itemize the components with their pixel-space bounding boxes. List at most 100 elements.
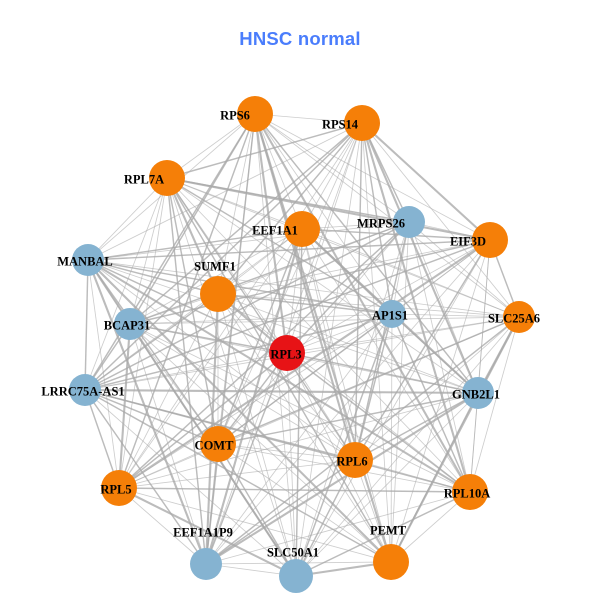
page-title: HNSC normal [239, 28, 361, 49]
graph-edge [295, 491, 471, 577]
graph-edge [118, 313, 393, 489]
graph-edge [360, 122, 472, 493]
graph-node-rpl10a[interactable] [452, 474, 488, 510]
graph-node-label-pemt: PEMT [370, 524, 407, 538]
graph-edge [84, 352, 288, 391]
graph-node-slc50a1[interactable] [279, 559, 313, 593]
graph-node-label-rps14: RPS14 [322, 118, 359, 132]
graph-node-label-mrps26: MRPS26 [357, 217, 405, 231]
graph-edge [354, 313, 393, 461]
graph-edge [87, 259, 479, 394]
graph-edge [217, 228, 303, 445]
graph-edge [205, 352, 288, 565]
edge-layer [84, 113, 520, 578]
graph-node-ap1s1[interactable] [378, 300, 406, 328]
graph-edge [295, 221, 410, 577]
graph-edge [129, 221, 410, 325]
graph-edge [129, 323, 392, 563]
node-layer [69, 96, 535, 593]
graph-edge [217, 392, 479, 445]
graph-edge [408, 221, 479, 394]
graph-edge [84, 259, 89, 391]
graph-edge [118, 487, 471, 493]
graph-node-label-comt: COMT [195, 439, 235, 453]
graph-edge [254, 113, 471, 493]
graph-node-label-gnb2l1: GNB2L1 [452, 388, 500, 402]
graph-edge [118, 459, 356, 489]
graph-node-slc25a6[interactable] [503, 301, 535, 333]
graph-node-sumf1[interactable] [200, 276, 236, 312]
graph-node-bcap31[interactable] [114, 308, 146, 340]
graph-node-label-rps6: RPS6 [220, 109, 250, 123]
graph-edge [118, 122, 363, 489]
graph-node-pemt[interactable] [373, 544, 409, 580]
graph-node-label-rpl5: RPL5 [100, 483, 131, 497]
graph-node-mrps26[interactable] [393, 206, 425, 238]
graph-edge [295, 122, 363, 577]
graph-edge [205, 459, 356, 565]
graph-edge [217, 293, 392, 563]
graph-edge [87, 221, 410, 261]
graph-node-lrrc75a-as1[interactable] [69, 374, 101, 406]
graph-node-eef1a1p9[interactable] [190, 548, 222, 580]
graph-node-eif3d[interactable] [472, 222, 508, 258]
graph-edge [129, 122, 363, 325]
graph-edge [354, 239, 491, 461]
graph-edge [87, 259, 219, 445]
graph-edge [361, 122, 520, 318]
graph-edge [286, 239, 491, 354]
graph-edge [295, 316, 520, 577]
graph-node-label-manbal: MANBAL [57, 255, 113, 269]
graph-edge [118, 487, 297, 577]
graph-edge [84, 293, 219, 391]
graph-edge [217, 293, 393, 315]
graph-node-rpl6[interactable] [337, 442, 373, 478]
graph-edge [166, 177, 392, 563]
graph-edge [286, 352, 297, 577]
graph-node-eef1a1[interactable] [284, 211, 320, 247]
graph-edge [84, 389, 207, 565]
graph-edge [354, 122, 363, 461]
graph-edge [361, 122, 491, 241]
graph-edge [354, 459, 392, 563]
graph-edge [87, 239, 491, 261]
graph-edge [205, 313, 393, 565]
graph-edge [84, 221, 410, 391]
graph-node-label-slc25a6: SLC25A6 [488, 312, 540, 326]
graph-edge [84, 122, 363, 391]
graph-edge [354, 392, 479, 461]
graph-edge [217, 293, 520, 318]
graph-edge [84, 389, 392, 563]
graph-node-manbal[interactable] [72, 244, 104, 276]
graph-edge [391, 313, 471, 493]
graph-node-rpl7a[interactable] [149, 160, 185, 196]
graph-node-rpl5[interactable] [101, 470, 137, 506]
graph-node-label-rpl7a: RPL7A [124, 173, 164, 187]
graph-node-gnb2l1[interactable] [462, 377, 494, 409]
graph-edge [118, 316, 520, 489]
graph-edge [217, 443, 297, 577]
graph-edge [87, 259, 520, 318]
graph-edge [254, 113, 303, 230]
graph-edge [286, 221, 410, 354]
graph-edge [390, 313, 393, 563]
graph-edge [390, 392, 479, 563]
graph-node-label-eif3d: EIF3D [450, 235, 486, 249]
graph-node-label-bcap31: BCAP31 [104, 319, 151, 333]
graph-node-rps14[interactable] [344, 105, 380, 141]
graph-node-rpl3[interactable] [269, 335, 305, 371]
graph-edge [301, 122, 363, 230]
graph-edge [166, 122, 363, 179]
graph-edge [129, 313, 393, 325]
graph-edge [217, 313, 393, 445]
graph-node-comt[interactable] [200, 426, 236, 462]
graph-node-rps6[interactable] [237, 96, 273, 132]
graph-edge [295, 392, 479, 577]
graph-edge [217, 443, 356, 461]
graph-edge [217, 122, 363, 295]
graph-edge [286, 313, 393, 354]
graph-edge [87, 259, 207, 565]
graph-edge [87, 228, 303, 261]
graph-edge [87, 177, 168, 261]
